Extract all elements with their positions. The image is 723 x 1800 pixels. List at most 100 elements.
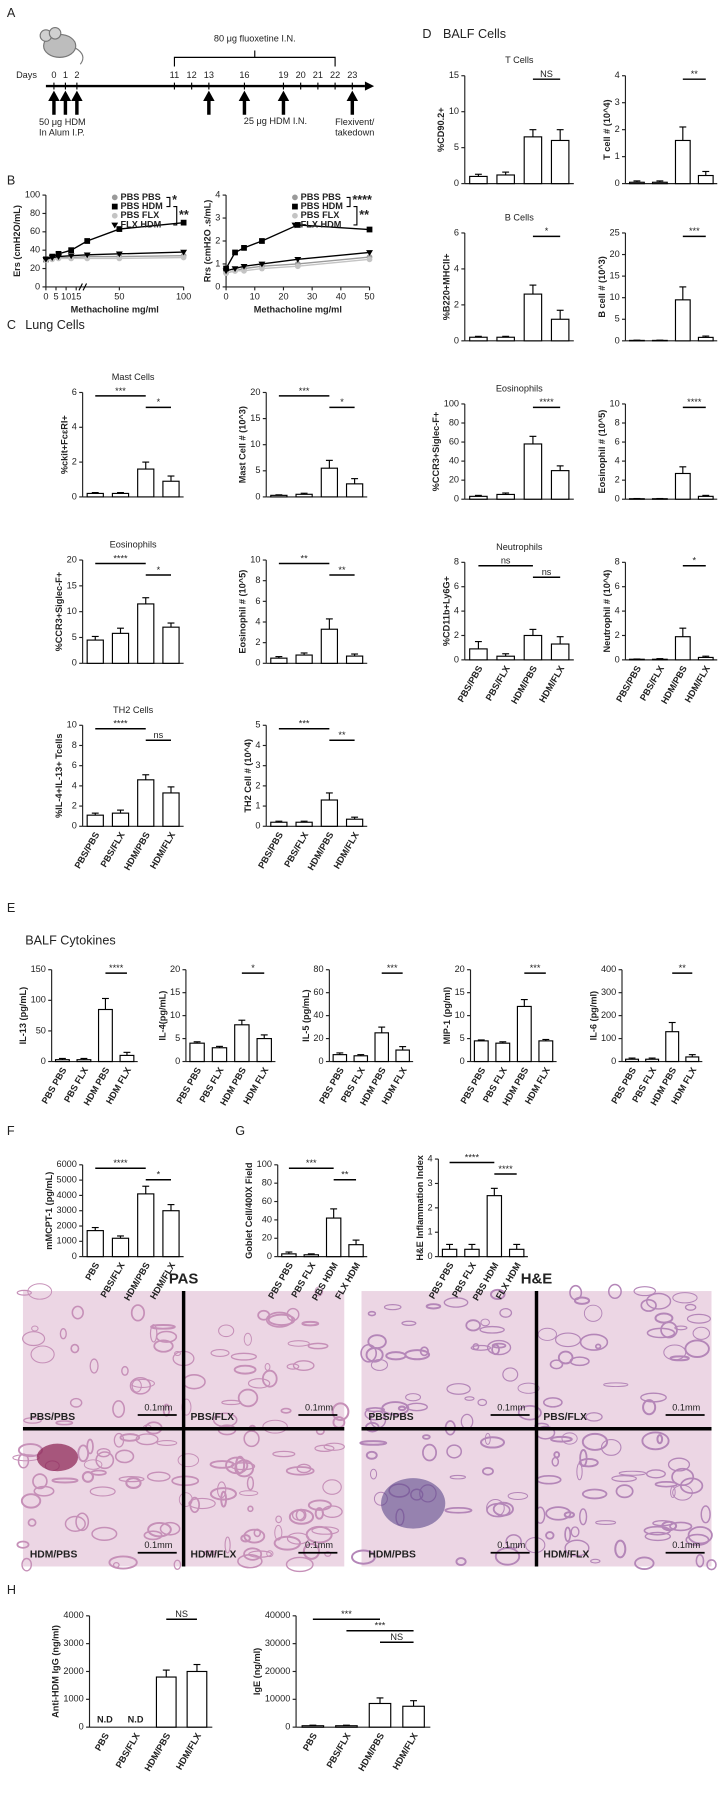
y-tick-label: 30000 bbox=[265, 1638, 291, 1648]
y-tick-label: 1 bbox=[428, 1227, 433, 1237]
y-tick-label: 2000 bbox=[63, 1666, 83, 1676]
y-tick-label: 20 bbox=[262, 1233, 272, 1243]
panel-label: F bbox=[7, 1124, 15, 1138]
note: takedown bbox=[335, 128, 374, 138]
y-tick-label: 80 bbox=[262, 1178, 272, 1188]
bar bbox=[320, 467, 339, 498]
panel-label: C bbox=[7, 318, 16, 332]
significance-label: **** bbox=[498, 1164, 513, 1174]
note: In Alum I.P. bbox=[39, 128, 85, 138]
tissue-texture bbox=[579, 1333, 609, 1351]
y-tick-label: 20000 bbox=[265, 1666, 291, 1676]
significance-label: *** bbox=[341, 1609, 352, 1619]
point bbox=[180, 219, 187, 226]
y-tick-label: 4 bbox=[454, 606, 459, 616]
tissue-texture bbox=[216, 1481, 227, 1499]
tissue-texture bbox=[479, 1325, 505, 1334]
x-tick-label: 50 bbox=[364, 292, 374, 302]
tissue-texture bbox=[578, 1457, 599, 1468]
significance-label: **** bbox=[113, 553, 128, 563]
tissue-texture bbox=[71, 1305, 84, 1320]
y-tick-label: 40000 bbox=[265, 1610, 291, 1620]
y-tick-label: 2 bbox=[255, 637, 260, 647]
legend-marker bbox=[292, 194, 298, 201]
tissue-texture bbox=[684, 1339, 710, 1358]
tissue-texture bbox=[286, 1307, 300, 1322]
tissue-texture bbox=[401, 1320, 417, 1326]
legend-marker bbox=[111, 222, 119, 229]
tissue-texture bbox=[570, 1526, 580, 1538]
tissue-texture bbox=[692, 1326, 711, 1340]
tissue-texture bbox=[20, 1493, 42, 1509]
x-tick-label: 15 bbox=[71, 292, 81, 302]
point bbox=[180, 249, 188, 256]
y-tick-label: 15 bbox=[250, 413, 260, 423]
value-label: N.D bbox=[97, 1715, 113, 1725]
day-label: 20 bbox=[296, 70, 306, 80]
tissue-texture bbox=[112, 1561, 120, 1569]
bar bbox=[270, 494, 288, 498]
bar bbox=[685, 1056, 700, 1063]
tissue-texture bbox=[446, 1444, 463, 1459]
bar bbox=[625, 1058, 640, 1063]
y-tick-label: 2 bbox=[428, 1202, 433, 1212]
significance-label: **** bbox=[539, 397, 554, 407]
tissue-texture bbox=[246, 1476, 255, 1491]
bar bbox=[345, 483, 364, 498]
bar bbox=[295, 821, 313, 827]
tissue-texture bbox=[285, 1466, 315, 1476]
tissue-texture bbox=[611, 1474, 637, 1483]
bar bbox=[320, 628, 339, 664]
y-tick-label: 20 bbox=[250, 387, 260, 397]
y-tick-label: 3 bbox=[255, 760, 260, 770]
tissue-texture bbox=[86, 1438, 94, 1455]
x-tick-label: 40 bbox=[336, 292, 346, 302]
tissue-texture bbox=[477, 1398, 488, 1407]
y-tick-label: 4 bbox=[255, 740, 260, 750]
quadrant-label: PBS/FLX bbox=[191, 1412, 235, 1423]
y-tick-label: 3 bbox=[428, 1178, 433, 1188]
brace-label: 80 μg fluoxetine I.N. bbox=[214, 33, 296, 43]
y-tick-label: 5 bbox=[72, 632, 77, 642]
tissue-texture bbox=[700, 1505, 711, 1524]
tissue-texture bbox=[112, 1400, 126, 1419]
bar bbox=[697, 495, 714, 500]
day-label: 13 bbox=[204, 70, 214, 80]
tissue-texture bbox=[537, 1327, 557, 1341]
y-tick-label: 60 bbox=[313, 987, 323, 997]
bar bbox=[628, 181, 645, 185]
tissue-texture bbox=[644, 1531, 672, 1542]
day-label: 22 bbox=[330, 70, 340, 80]
tissue-texture bbox=[173, 1559, 182, 1570]
dose-arrowhead bbox=[59, 90, 72, 101]
bar bbox=[162, 1210, 180, 1258]
y-tick-label: 15 bbox=[67, 580, 77, 590]
note: Flexivent/ bbox=[335, 117, 375, 127]
y-tick-label: 0 bbox=[615, 178, 620, 188]
day-label: 19 bbox=[278, 70, 288, 80]
tissue-texture bbox=[210, 1348, 230, 1358]
panel-title: Mast Cells bbox=[112, 372, 155, 382]
bar bbox=[162, 626, 180, 664]
bar bbox=[486, 1195, 503, 1258]
bar bbox=[496, 655, 515, 661]
y-tick-label: 20 bbox=[313, 1033, 323, 1043]
tissue-texture bbox=[89, 1486, 116, 1497]
y-tick-label: 0 bbox=[615, 335, 620, 345]
y-tick-label: 80 bbox=[313, 964, 323, 974]
y-axis-label: H&E Inflammation Index bbox=[415, 1154, 425, 1260]
significance-label: NS bbox=[390, 1632, 403, 1642]
legend-label: PBS HDM bbox=[301, 201, 344, 211]
bar bbox=[348, 1244, 364, 1258]
y-tick-label: 0 bbox=[41, 1056, 46, 1066]
tissue-texture bbox=[557, 1350, 574, 1365]
tissue-texture bbox=[220, 1490, 228, 1508]
y-tick-label: 5 bbox=[460, 1033, 465, 1043]
point bbox=[294, 222, 301, 228]
quadrant-label: HDM/PBS bbox=[30, 1550, 78, 1561]
point bbox=[366, 226, 373, 233]
x-tick-label: HDM/FLX bbox=[332, 830, 361, 871]
significance-label: * bbox=[157, 565, 161, 575]
bar bbox=[674, 636, 691, 661]
histology-title: H&E bbox=[521, 1272, 553, 1288]
